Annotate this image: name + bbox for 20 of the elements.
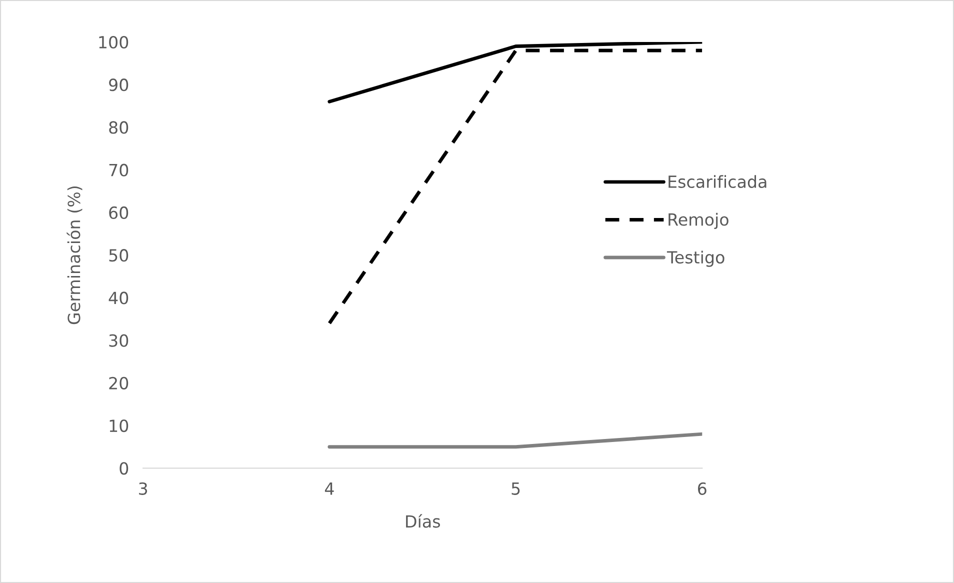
y-tick-label: 70 — [109, 164, 128, 176]
legend-label: Testigo — [666, 250, 724, 267]
x-tick-label: 6 — [698, 482, 706, 495]
legend-label: Escarificada — [668, 175, 766, 188]
y-tick-label: 90 — [109, 78, 128, 92]
y-tick-label: 40 — [108, 292, 128, 304]
y-tick-label: 100 — [99, 36, 128, 49]
y-tick-label: 0 — [120, 462, 128, 475]
y-tick-label: 30 — [109, 334, 128, 347]
x-tick-label: 4 — [324, 482, 334, 495]
y-tick-label: 80 — [109, 121, 128, 134]
y-tick-label: 60 — [109, 206, 128, 220]
x-axis-title: Días — [406, 514, 440, 528]
y-axis-title: Germinación (%) — [66, 186, 82, 324]
y-tick-label: 50 — [109, 249, 128, 262]
x-tick-label: 5 — [512, 482, 520, 495]
y-tick-label: 10 — [110, 419, 128, 432]
x-tick-label: 3 — [139, 482, 148, 495]
legend-label: Remojo — [668, 212, 728, 230]
y-tick-label: 20 — [109, 376, 128, 390]
